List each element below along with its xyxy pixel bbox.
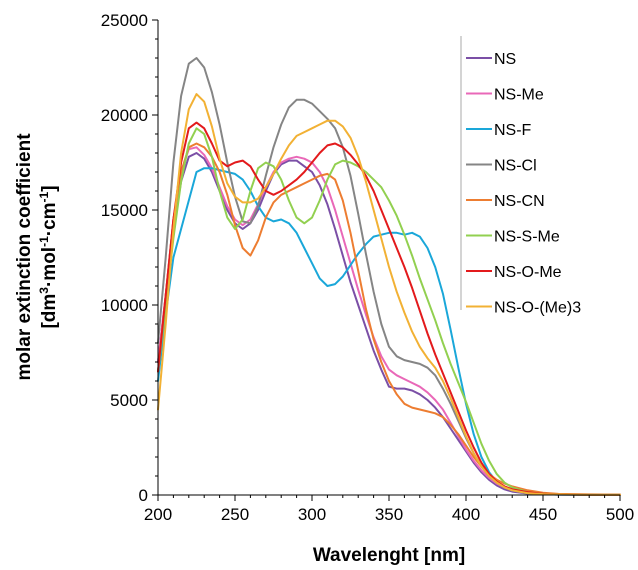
y-tick-label: 20000 — [101, 106, 148, 125]
legend: NS NS-Me NS-F NS-Cl NS-CN NS-S-Me NS-O-Me NS-O-… — [460, 36, 581, 317]
series-layer — [157, 57, 621, 496]
legend-label: NS-S-Me — [494, 229, 560, 246]
legend-label: NS-Me — [494, 87, 544, 104]
y-minor-ticks — [155, 38, 158, 477]
y-ticks: 0 5000 10000 15000 20000 25000 — [101, 11, 158, 505]
legend-label: NS-F — [494, 122, 532, 139]
x-tick-label: 300 — [298, 505, 326, 524]
x-ticks: 200 250 300 350 400 450 500 — [144, 495, 634, 524]
y-unit-part-0: [dm — [39, 294, 60, 329]
x-tick-label: 450 — [529, 505, 557, 524]
legend-label: NS-O-Me — [494, 264, 562, 281]
x-tick-label: 400 — [452, 505, 480, 524]
y-tick-label: 0 — [139, 486, 148, 505]
y-unit-sup-1: 3 — [37, 287, 51, 294]
plot-background — [158, 20, 620, 495]
y-tick-label: 25000 — [101, 11, 148, 30]
x-tick-label: 500 — [606, 505, 634, 524]
x-axis-title: Wavelenght [nm] — [313, 545, 465, 566]
x-minor-ticks — [172, 495, 606, 498]
series-line-ns — [157, 152, 621, 496]
y-unit-sup-3: -1 — [37, 236, 51, 247]
series-line-ns-o-me-3 — [157, 93, 621, 496]
y-axis-title-line2: [dm3·mol-1·cm-1] — [37, 185, 60, 328]
y-unit-part-6: ] — [39, 185, 60, 191]
legend-label: NS — [494, 51, 516, 68]
y-unit-sup-5: -1 — [37, 191, 51, 202]
legend-label: NS-Cl — [494, 158, 537, 175]
series-line-ns-o-me — [157, 121, 621, 496]
x-tick-label: 200 — [144, 505, 172, 524]
y-unit-part-4: ·cm — [39, 202, 60, 236]
y-tick-label: 15000 — [101, 201, 148, 220]
y-tick-label: 10000 — [101, 296, 148, 315]
x-tick-label: 350 — [375, 505, 403, 524]
y-axis-title: molar extinction coefficient [dm3·mol-1·… — [14, 133, 60, 381]
series-line-ns-me — [157, 146, 621, 496]
y-tick-label: 5000 — [110, 391, 148, 410]
series-line-ns-s-me — [157, 127, 621, 496]
y-axis-title-line1: molar extinction coefficient — [14, 133, 35, 381]
plot-area — [158, 20, 620, 495]
legend-label: NS-CN — [494, 193, 545, 210]
x-tick-label: 250 — [221, 505, 249, 524]
legend-label: NS-O-(Me)3 — [494, 300, 581, 317]
y-unit-part-2: ·mol — [39, 247, 60, 287]
